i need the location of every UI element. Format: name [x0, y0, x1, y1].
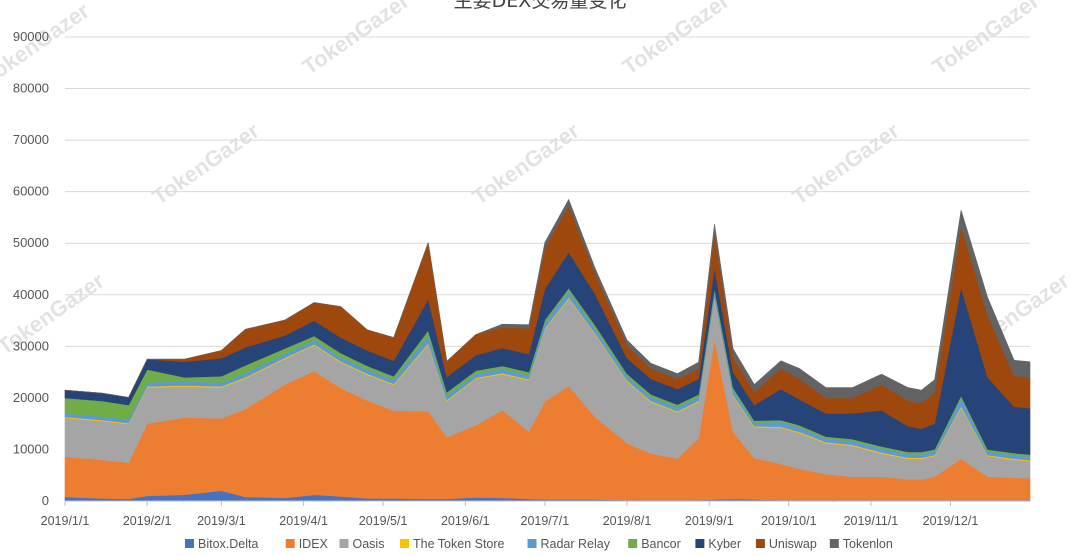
y-tick-label: 70000	[13, 132, 49, 147]
legend-swatch	[695, 539, 705, 548]
legend-label: Tokenlon	[843, 537, 893, 551]
legend-swatch	[755, 539, 765, 548]
y-tick-label: 10000	[13, 441, 49, 456]
x-tick-label: 2019/7/1	[521, 514, 570, 528]
legend-label: Kyber	[708, 537, 741, 551]
series-area-tokenlon	[64, 199, 1031, 404]
x-tick-label: 2019/11/1	[844, 514, 899, 528]
x-tick-label: 2019/2/1	[123, 514, 172, 528]
legend-label: Radar Relay	[541, 537, 611, 551]
watermark-text: TokenGazer	[788, 118, 905, 210]
y-tick-label: 0	[42, 493, 49, 508]
y-tick-label: 40000	[13, 287, 49, 302]
x-tick-label: 2019/4/1	[279, 514, 328, 528]
legend-label: IDEX	[299, 537, 329, 551]
y-tick-label: 80000	[13, 81, 49, 96]
x-tick-label: 2019/10/1	[761, 514, 817, 528]
y-tick-label: 30000	[13, 338, 49, 353]
watermark-text: TokenGazer	[148, 118, 265, 210]
legend-label: Bitox.Delta	[198, 537, 258, 551]
legend-swatch	[829, 539, 839, 548]
chart-title: 主要DEX交易量变化	[453, 0, 627, 12]
watermark-text: TokenGazer	[468, 118, 585, 210]
x-tick-label: 2019/5/1	[359, 514, 408, 528]
legend-label: Bancor	[641, 537, 681, 551]
axes: 0 10000 20000 30000 40000 50000 60000 70000 8000…	[13, 29, 1030, 528]
x-tick-label: 2019/12/1	[923, 514, 979, 528]
legend-swatch	[185, 539, 194, 548]
y-tick-label: 50000	[13, 235, 49, 250]
x-tick-label: 2019/9/1	[685, 514, 734, 528]
x-tick-label: 2019/1/1	[41, 514, 90, 528]
x-tick-label: 2019/8/1	[603, 514, 652, 528]
legend-label: Oasis	[353, 537, 385, 551]
legend-swatch	[400, 539, 409, 548]
area-series	[64, 199, 1031, 502]
legend: Bitox.Delta IDEX Oasis The Token Store Radar…	[185, 537, 893, 551]
legend-swatch	[339, 539, 349, 548]
y-tick-label: 60000	[13, 184, 49, 199]
legend-label: The Token Store	[413, 537, 505, 551]
watermark-text: TokenGazer	[0, 0, 94, 90]
legend-swatch	[527, 539, 537, 548]
x-tick-label: 2019/3/1	[197, 514, 246, 528]
legend-label: Uniswap	[769, 537, 817, 551]
legend-swatch	[285, 539, 295, 548]
y-tick-label: 20000	[13, 390, 49, 405]
y-tick-label: 90000	[13, 29, 49, 44]
x-tick-label: 2019/6/1	[441, 514, 490, 528]
legend-swatch	[628, 539, 638, 548]
